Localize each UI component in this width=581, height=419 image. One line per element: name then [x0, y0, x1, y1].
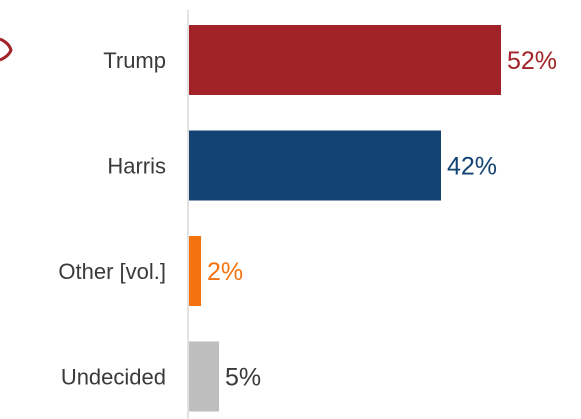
- bar-trump: [189, 25, 501, 95]
- bar-other-vol: [189, 236, 201, 306]
- value-label: 5%: [225, 364, 261, 392]
- value-label: 52%: [507, 47, 557, 75]
- cropped-mark: [0, 37, 13, 62]
- bars-group: Trump 52% Harris 42% Other [vol.] 2% Undecided…: [58, 25, 557, 412]
- category-label: Harris: [107, 154, 166, 179]
- value-label: 2%: [207, 258, 243, 286]
- bar-undecided: [189, 341, 219, 412]
- category-label: Undecided: [61, 365, 166, 390]
- bar-harris: [189, 130, 441, 201]
- category-label: Other [vol.]: [58, 259, 166, 284]
- category-label: Trump: [103, 48, 166, 73]
- value-label: 42%: [447, 153, 497, 181]
